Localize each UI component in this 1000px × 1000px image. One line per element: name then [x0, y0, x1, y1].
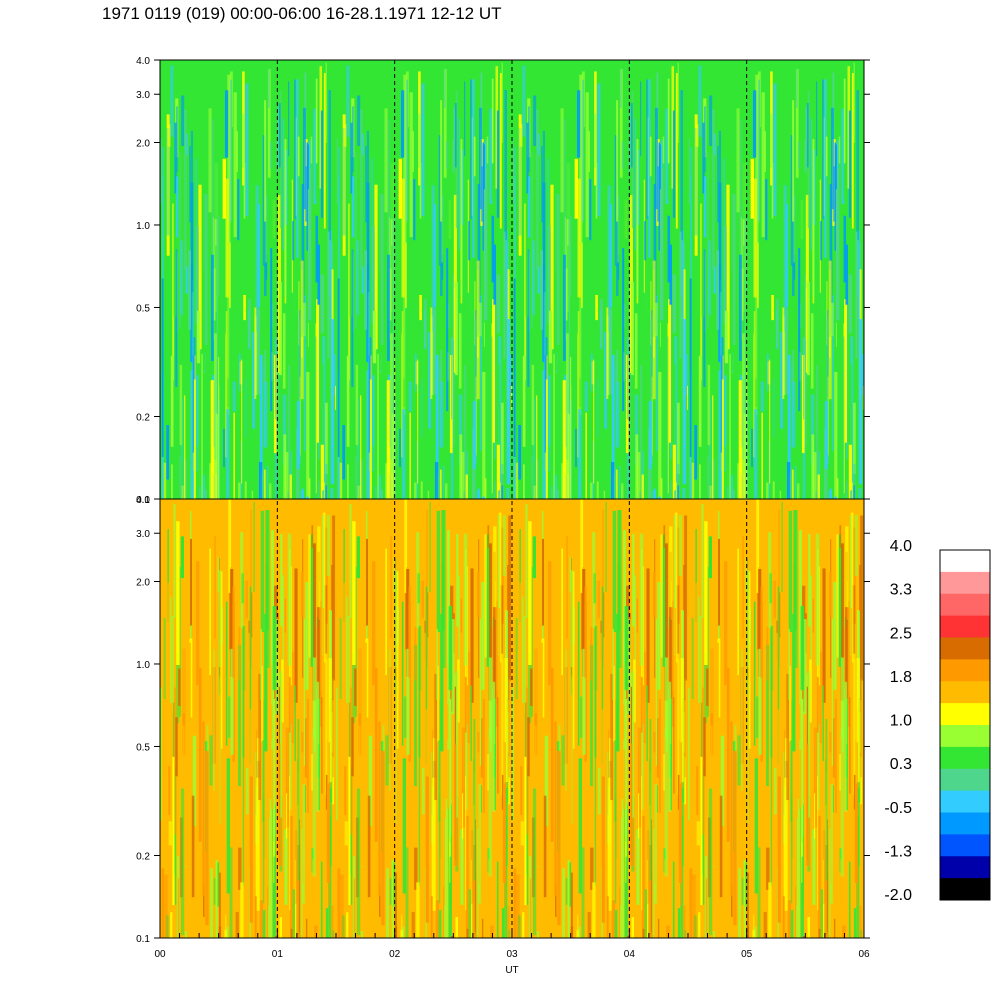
- x-tick-label: 04: [624, 949, 636, 960]
- x-tick-label: 01: [272, 949, 284, 960]
- y-tick-label: 0.1: [136, 495, 150, 506]
- colorbar-swatch: [940, 593, 990, 617]
- y-tick-label: 3.0: [136, 529, 150, 540]
- colorbar-swatch: [940, 681, 990, 704]
- dashed-hour-lines: [276, 60, 748, 938]
- colorbar-label: 1.0: [890, 713, 912, 730]
- colorbar-swatch: [940, 834, 990, 857]
- y-tick-label: 2.0: [136, 577, 150, 588]
- colorbar-swatch: [940, 790, 990, 814]
- y-tick-label: 0.1: [136, 934, 150, 945]
- colorbar-swatch: [940, 746, 990, 770]
- colorbar-frame: [939, 549, 991, 901]
- colorbar-label: 2.5: [890, 625, 912, 642]
- chart-title: 1971 0119 (019) 00:00-06:00 16-28.1.1971…: [102, 4, 502, 23]
- colorbar-swatch: [940, 703, 990, 726]
- x-tick-label: 06: [858, 949, 870, 960]
- y-tick-label: 1.0: [136, 221, 150, 232]
- colorbar-label: 1.8: [890, 669, 912, 686]
- y-tick-label: 1.0: [136, 660, 150, 671]
- y-tick-label: 0.2: [136, 852, 150, 863]
- colorbar-swatch: [940, 725, 990, 748]
- colorbar-label: -2.0: [884, 887, 912, 904]
- colorbar-swatch: [940, 637, 990, 660]
- x-tick-label: 00: [154, 949, 166, 960]
- spectrogram-panels: [159, 59, 865, 939]
- x-tick-label: 05: [741, 949, 753, 960]
- y-tick-label: 2.0: [136, 138, 150, 149]
- colorbar-label: -0.5: [884, 800, 912, 817]
- y-tick-label: 0.5: [136, 303, 150, 314]
- colorbar-swatch: [940, 659, 990, 682]
- colorbar-swatch: [940, 856, 990, 879]
- y-tick-label: 0.2: [136, 413, 150, 424]
- colorbar-swatch: [940, 571, 990, 595]
- y-tick-label: 4.0: [136, 56, 150, 67]
- x-tick-label: 02: [389, 949, 401, 960]
- colorbar-swatch: [940, 812, 990, 835]
- colorbar-label: -1.3: [884, 843, 912, 860]
- colorbar: 4.0 3.3 2.5 1.8 1.0 0.3 -0.5 -1.3 -2.0: [884, 538, 991, 904]
- colorbar-swatch: [940, 615, 990, 639]
- colorbar-swatch: [940, 878, 990, 901]
- colorbar-label: 3.3: [890, 582, 912, 599]
- axes: 0.10.20.51.02.03.04.00.10.20.51.02.03.04…: [136, 56, 870, 976]
- colorbar-swatch: [940, 550, 990, 573]
- x-tick-label: 03: [506, 949, 518, 960]
- colorbar-swatch: [940, 768, 990, 792]
- y-tick-label: 3.0: [136, 90, 150, 101]
- colorbar-label: 4.0: [890, 538, 912, 555]
- colorbar-label: 0.3: [890, 756, 912, 773]
- x-axis-label: UT: [505, 965, 518, 976]
- y-tick-label: 0.5: [136, 742, 150, 753]
- y-tick-label: 4.0: [136, 495, 150, 506]
